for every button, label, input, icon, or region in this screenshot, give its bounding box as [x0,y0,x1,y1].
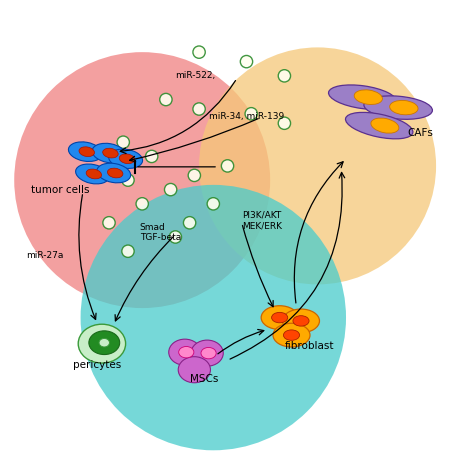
Ellipse shape [371,118,399,133]
Ellipse shape [92,143,126,163]
Ellipse shape [201,347,216,359]
Text: fibroblast: fibroblast [284,341,334,351]
Ellipse shape [346,112,413,139]
Circle shape [122,245,134,257]
Circle shape [199,47,436,284]
Text: miR-34, miR-139: miR-34, miR-139 [209,112,284,120]
Circle shape [193,46,205,58]
Circle shape [188,169,201,182]
Ellipse shape [293,316,309,326]
Text: tumor cells: tumor cells [31,184,89,195]
Ellipse shape [79,147,94,156]
Text: miR-522,: miR-522, [175,72,216,80]
Ellipse shape [272,312,288,323]
Ellipse shape [99,338,109,347]
Ellipse shape [108,168,123,178]
Text: miR-27a: miR-27a [26,252,64,260]
Circle shape [207,198,219,210]
Circle shape [103,217,115,229]
Text: PI3K/AKT
MEK/ERK: PI3K/AKT MEK/ERK [242,211,282,230]
Circle shape [193,103,205,115]
Ellipse shape [283,330,300,340]
Ellipse shape [273,323,310,347]
Ellipse shape [103,148,118,158]
Circle shape [122,174,134,186]
Ellipse shape [354,90,383,104]
Circle shape [146,150,158,163]
Ellipse shape [76,164,109,184]
Circle shape [117,136,129,148]
Ellipse shape [89,331,119,355]
Circle shape [160,93,172,106]
Circle shape [81,185,346,450]
Ellipse shape [169,339,201,365]
Ellipse shape [68,142,102,162]
Text: Smad
TGF-beta: Smad TGF-beta [140,223,181,242]
Circle shape [136,198,148,210]
Ellipse shape [86,169,101,179]
Circle shape [245,108,257,120]
Ellipse shape [78,324,126,363]
Ellipse shape [328,85,397,109]
Ellipse shape [283,309,319,333]
Circle shape [278,70,291,82]
Text: CAFs: CAFs [408,128,434,138]
Ellipse shape [109,149,143,168]
Ellipse shape [179,346,194,358]
Ellipse shape [97,163,131,183]
Circle shape [221,160,234,172]
Circle shape [169,231,182,243]
Circle shape [183,217,196,229]
Circle shape [14,52,270,308]
Circle shape [278,117,291,129]
Ellipse shape [178,357,210,383]
Ellipse shape [191,340,223,366]
Ellipse shape [119,154,135,164]
Ellipse shape [390,100,418,115]
Text: MSCs: MSCs [190,374,218,384]
Ellipse shape [364,96,432,119]
Circle shape [164,183,177,196]
Ellipse shape [261,306,298,329]
Text: pericytes: pericytes [73,360,122,370]
Circle shape [240,55,253,68]
